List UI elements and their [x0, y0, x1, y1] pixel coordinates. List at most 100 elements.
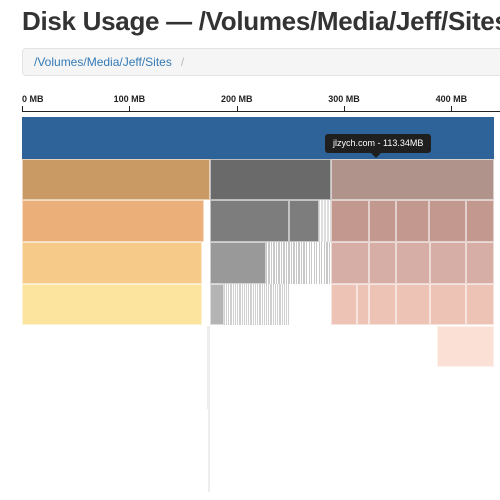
partition-cell[interactable] [430, 242, 466, 284]
partition-sliver[interactable] [286, 242, 287, 284]
partition-cell[interactable] [466, 284, 494, 326]
partition-sliver[interactable] [246, 284, 247, 326]
partition-sliver[interactable] [270, 284, 271, 326]
axis-line [22, 111, 500, 112]
partition-sliver[interactable] [224, 284, 225, 326]
partition-sliver[interactable] [288, 242, 289, 284]
tooltip-arrow [371, 153, 381, 158]
partition-stem[interactable] [208, 326, 210, 493]
axis-tick [237, 106, 238, 112]
partition-cell[interactable] [331, 242, 369, 284]
partition-cell[interactable] [22, 242, 202, 284]
partition-sliver[interactable] [271, 242, 272, 284]
axis-tick [129, 106, 130, 112]
partition-sliver[interactable] [275, 284, 276, 326]
partition-sliver[interactable] [268, 242, 269, 284]
partition-sliver[interactable] [266, 242, 267, 284]
partition-sliver[interactable] [277, 284, 278, 326]
partition-sliver[interactable] [282, 284, 283, 326]
partition-sliver[interactable] [288, 284, 289, 326]
partition-sliver[interactable] [284, 284, 285, 326]
partition-sliver[interactable] [239, 284, 240, 326]
size-axis: 0 MB 100 MB 200 MB 300 MB 400 MB [0, 90, 500, 118]
partition-sliver[interactable] [326, 242, 327, 284]
partition-sliver[interactable] [253, 284, 254, 326]
partition-cell[interactable] [430, 284, 466, 326]
partition-sliver[interactable] [278, 242, 279, 284]
partition-sliver[interactable] [255, 284, 256, 326]
partition-cell[interactable] [466, 200, 494, 242]
partition-sliver[interactable] [273, 284, 274, 326]
partition-sliver[interactable] [230, 284, 231, 326]
partition-sliver[interactable] [266, 284, 267, 326]
partition-sliver[interactable] [329, 242, 330, 284]
axis-tick-label: 400 MB [436, 94, 468, 104]
partition-sliver[interactable] [330, 200, 331, 242]
partition-sliver[interactable] [237, 284, 238, 326]
partition-cell[interactable] [429, 200, 467, 242]
partition-sliver[interactable] [314, 242, 315, 284]
breadcrumb: /Volumes/Media/Jeff/Sites / [22, 48, 500, 76]
partition-sliver[interactable] [301, 242, 302, 284]
partition-cell[interactable] [22, 284, 202, 326]
partition-sliver[interactable] [283, 242, 284, 284]
partition-sliver[interactable] [273, 242, 274, 284]
partition-cell[interactable] [210, 200, 289, 242]
partition-sliver[interactable] [316, 242, 317, 284]
partition-sliver[interactable] [235, 284, 236, 326]
partition-sliver[interactable] [319, 242, 320, 284]
partition-cell[interactable] [210, 159, 331, 201]
hover-tooltip: jlzych.com - 113.34MB [325, 134, 431, 153]
partition-sliver[interactable] [264, 284, 265, 326]
partition-cell[interactable] [369, 284, 396, 326]
partition-cell[interactable] [369, 200, 396, 242]
partition-cell[interactable] [289, 200, 319, 242]
partition-sliver[interactable] [298, 242, 299, 284]
partition-sliver[interactable] [309, 242, 310, 284]
partition-cell[interactable] [331, 159, 494, 201]
partition-sliver[interactable] [268, 284, 269, 326]
partition-sliver[interactable] [296, 242, 297, 284]
axis-tick [451, 106, 452, 112]
partition-sliver[interactable] [233, 284, 234, 326]
partition-sliver[interactable] [276, 242, 277, 284]
partition-sliver[interactable] [303, 242, 304, 284]
partition-sliver[interactable] [311, 242, 312, 284]
partition-sliver[interactable] [242, 284, 243, 326]
partition-sliver[interactable] [321, 242, 322, 284]
partition-sliver[interactable] [262, 284, 263, 326]
partition-cell[interactable] [369, 242, 396, 284]
axis-tick-label: 100 MB [114, 94, 146, 104]
partition-sliver[interactable] [306, 242, 307, 284]
partition-sliver[interactable] [286, 284, 287, 326]
partition-cell[interactable] [210, 284, 224, 326]
partition-cell[interactable] [396, 242, 430, 284]
breadcrumb-separator: / [181, 55, 184, 69]
partition-cell[interactable] [210, 242, 266, 284]
partition-cell[interactable] [22, 200, 204, 242]
partition-sliver[interactable] [248, 284, 249, 326]
partition-cell[interactable] [22, 159, 210, 201]
partition-cell[interactable] [331, 284, 357, 326]
partition-sliver[interactable] [259, 284, 260, 326]
tooltip-text: jlzych.com - 113.34MB [333, 138, 423, 148]
partition-sliver[interactable] [324, 242, 325, 284]
partition-sliver[interactable] [250, 284, 251, 326]
partition-cell[interactable] [331, 200, 369, 242]
partition-sliver[interactable] [281, 242, 282, 284]
partition-cell[interactable] [396, 284, 430, 326]
partition-sliver[interactable] [228, 284, 229, 326]
partition-sliver[interactable] [279, 284, 280, 326]
partition-cell[interactable] [437, 326, 494, 368]
partition-sliver[interactable] [244, 284, 245, 326]
breadcrumb-link-sites[interactable]: /Volumes/Media/Jeff/Sites [34, 55, 172, 69]
page-title: Disk Usage — /Volumes/Media/Jeff/Sites [22, 6, 500, 37]
axis-tick [22, 106, 23, 112]
partition-cell[interactable] [466, 242, 494, 284]
partition-cell[interactable] [396, 200, 429, 242]
partition-sliver[interactable] [226, 284, 227, 326]
partition-cell[interactable] [357, 284, 369, 326]
partition-sliver[interactable] [257, 284, 258, 326]
partition-sliver[interactable] [293, 242, 294, 284]
partition-sliver[interactable] [291, 242, 292, 284]
